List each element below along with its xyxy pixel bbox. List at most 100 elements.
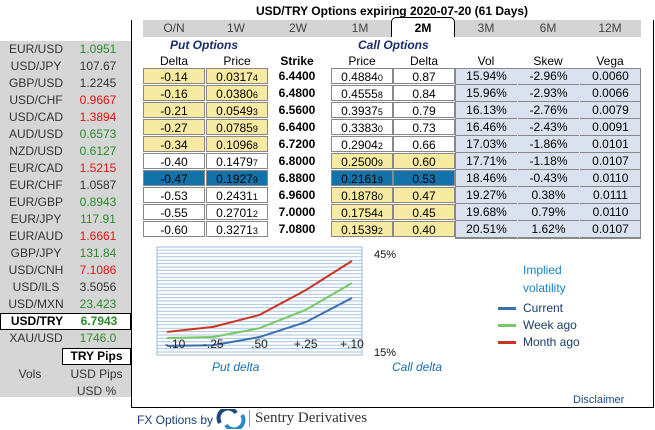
call-delta-cell[interactable]: 0.47 bbox=[393, 187, 455, 203]
pair-name: USD/ILS bbox=[12, 280, 60, 294]
call-delta-cell[interactable]: 0.60 bbox=[393, 153, 455, 169]
pair-row-eur-cad[interactable]: EUR/CAD 1.5215 bbox=[0, 160, 131, 177]
call-price-cell[interactable]: 0.29042 bbox=[331, 136, 393, 152]
call-delta-cell-value: 0.87 bbox=[412, 70, 436, 84]
pair-row-gbp-jpy[interactable]: GBP/JPY 131.84 bbox=[0, 245, 131, 262]
put-price-cell[interactable]: 0.32713 bbox=[206, 221, 268, 237]
put-price-cell-extra-digit: 3 bbox=[252, 226, 258, 236]
put-delta-cell-value: -0.21 bbox=[160, 104, 188, 118]
call-price-cell[interactable]: 0.25009 bbox=[331, 153, 393, 169]
put-price-cell-value: 0.3271 bbox=[216, 223, 253, 237]
put-price-cell[interactable]: 0.24311 bbox=[206, 187, 268, 203]
column-header-vega: Vega bbox=[596, 54, 624, 68]
pair-row-usd-cad[interactable]: USD/CAD 1.3894 bbox=[0, 109, 131, 126]
pair-rate: 1.0587 bbox=[79, 178, 117, 192]
call-price-cell[interactable]: 0.39375 bbox=[331, 102, 393, 118]
put-price-cell[interactable]: 0.03806 bbox=[206, 85, 268, 101]
legend-swatch bbox=[498, 324, 516, 327]
put-delta-cell[interactable]: -0.27 bbox=[143, 119, 205, 135]
unit-try-pips[interactable]: TRY Pips bbox=[62, 348, 131, 365]
vol-value: 20.51% bbox=[456, 221, 517, 238]
x-tick-label: .50 bbox=[251, 337, 268, 351]
pair-rate: 0.6127 bbox=[79, 144, 117, 158]
skew-value: 0.79% bbox=[518, 204, 579, 221]
put-price-cell[interactable]: 0.03174 bbox=[206, 68, 268, 84]
pair-row-usd-jpy[interactable]: USD/JPY 107.67 bbox=[0, 58, 131, 75]
call-price-cell[interactable]: 0.33830 bbox=[331, 119, 393, 135]
pair-name: USD/JPY bbox=[10, 59, 62, 73]
pair-row-usd-chf[interactable]: USD/CHF 0.9667 bbox=[0, 92, 131, 109]
strike-value: 6.8000 bbox=[278, 154, 316, 168]
put-delta-cell[interactable]: -0.47 bbox=[143, 170, 205, 186]
pair-rate: 1.2245 bbox=[79, 76, 117, 90]
pair-row-xau-usd[interactable]: XAU/USD 1746.0 bbox=[0, 330, 131, 347]
pair-row-usd-mxn[interactable]: USD/MXN 23.423 bbox=[0, 296, 131, 313]
put-delta-cell[interactable]: -0.21 bbox=[143, 102, 205, 118]
pair-row-eur-jpy[interactable]: EUR/JPY 117.91 bbox=[0, 211, 131, 228]
put-price-cell[interactable]: 0.14797 bbox=[206, 153, 268, 169]
pair-row-usd-cnh[interactable]: USD/CNH 7.1086 bbox=[0, 262, 131, 279]
tab-1m[interactable]: 1M bbox=[351, 21, 369, 35]
call-price-cell[interactable]: 0.45558 bbox=[331, 85, 393, 101]
strike-value: 6.6400 bbox=[278, 120, 316, 134]
tab-12m[interactable]: 12M bbox=[598, 21, 622, 35]
pair-name: AUD/USD bbox=[8, 127, 63, 141]
pair-row-eur-gbp[interactable]: EUR/GBP 0.8943 bbox=[0, 194, 131, 211]
call-delta-cell[interactable]: 0.53 bbox=[393, 170, 455, 186]
tab-2w[interactable]: 2W bbox=[289, 21, 307, 35]
put-delta-cell[interactable]: -0.14 bbox=[143, 68, 205, 84]
put-delta-cell[interactable]: -0.34 bbox=[143, 136, 205, 152]
call-delta-cell[interactable]: 0.84 bbox=[393, 85, 455, 101]
put-price-cell[interactable]: 0.19279 bbox=[206, 170, 268, 186]
tab-2m[interactable]: 2M bbox=[391, 17, 455, 37]
put-delta-cell[interactable]: -0.55 bbox=[143, 204, 205, 220]
call-delta-cell[interactable]: 0.87 bbox=[393, 68, 455, 84]
call-price-cell[interactable]: 0.18780 bbox=[331, 187, 393, 203]
call-price-cell[interactable]: 0.48840 bbox=[331, 68, 393, 84]
pair-row-gbp-usd[interactable]: GBP/USD 1.2245 bbox=[0, 75, 131, 92]
pair-row-eur-aud[interactable]: EUR/AUD 1.6661 bbox=[0, 228, 131, 245]
pair-row-eur-usd[interactable]: EUR/USD 1.0951 bbox=[0, 41, 131, 58]
put-price-cell[interactable]: 0.07859 bbox=[206, 119, 268, 135]
skew-value: -0.43% bbox=[518, 170, 579, 187]
pair-row-eur-chf[interactable]: EUR/CHF 1.0587 bbox=[0, 177, 131, 194]
unit-usd-pips[interactable]: USD Pips bbox=[70, 367, 123, 381]
column-header-put-price: Price bbox=[223, 54, 251, 68]
call-delta-cell[interactable]: 0.40 bbox=[393, 221, 455, 237]
vol-value: 17.71% bbox=[456, 153, 517, 170]
call-price-cell[interactable]: 0.15392 bbox=[331, 221, 393, 237]
tab-3m[interactable]: 3M bbox=[477, 21, 495, 35]
call-price-cell[interactable]: 0.21619 bbox=[331, 170, 393, 186]
put-price-cell[interactable]: 0.10968 bbox=[206, 136, 268, 152]
unit-usd-percent[interactable]: USD % bbox=[76, 384, 117, 398]
call-price-cell[interactable]: 0.17544 bbox=[331, 204, 393, 220]
column-header-vol: Vol bbox=[477, 54, 495, 68]
call-delta-cell-value: 0.60 bbox=[412, 155, 436, 169]
put-price-cell[interactable]: 0.27012 bbox=[206, 204, 268, 220]
put-delta-cell[interactable]: -0.53 bbox=[143, 187, 205, 203]
call-delta-cell[interactable]: 0.66 bbox=[393, 136, 455, 152]
disclaimer-link[interactable]: Disclaimer bbox=[573, 394, 625, 406]
pair-row-nzd-usd[interactable]: NZD/USD 0.6127 bbox=[0, 143, 131, 160]
call-price-cell-extra-digit: 0 bbox=[377, 73, 383, 83]
put-price-cell[interactable]: 0.05493 bbox=[206, 102, 268, 118]
put-price-cell-extra-digit: 9 bbox=[252, 175, 258, 185]
put-delta-cell[interactable]: -0.16 bbox=[143, 85, 205, 101]
pair-row-usd-ils[interactable]: USD/ILS 3.5056 bbox=[0, 279, 131, 296]
tab-6m[interactable]: 6M bbox=[539, 21, 557, 35]
vols-label: Vols bbox=[18, 367, 42, 381]
tab-1w[interactable]: 1W bbox=[227, 21, 245, 35]
put-delta-cell[interactable]: -0.60 bbox=[143, 221, 205, 237]
series-line-week-ago bbox=[166, 282, 353, 340]
put-delta-cell-value: -0.55 bbox=[160, 206, 188, 220]
tab-on[interactable]: O/N bbox=[163, 21, 185, 35]
put-price-cell-value: 0.1927 bbox=[216, 172, 253, 186]
call-delta-cell[interactable]: 0.73 bbox=[393, 119, 455, 135]
strike-value: 7.0800 bbox=[278, 222, 316, 236]
put-delta-cell[interactable]: -0.40 bbox=[143, 153, 205, 169]
pair-row-usd-try[interactable]: USD/TRY 6.7943 bbox=[0, 313, 131, 330]
vega-value: 0.0107 bbox=[580, 153, 641, 170]
call-delta-cell[interactable]: 0.45 bbox=[393, 204, 455, 220]
call-delta-cell[interactable]: 0.79 bbox=[393, 102, 455, 118]
pair-row-aud-usd[interactable]: AUD/USD 0.6573 bbox=[0, 126, 131, 143]
